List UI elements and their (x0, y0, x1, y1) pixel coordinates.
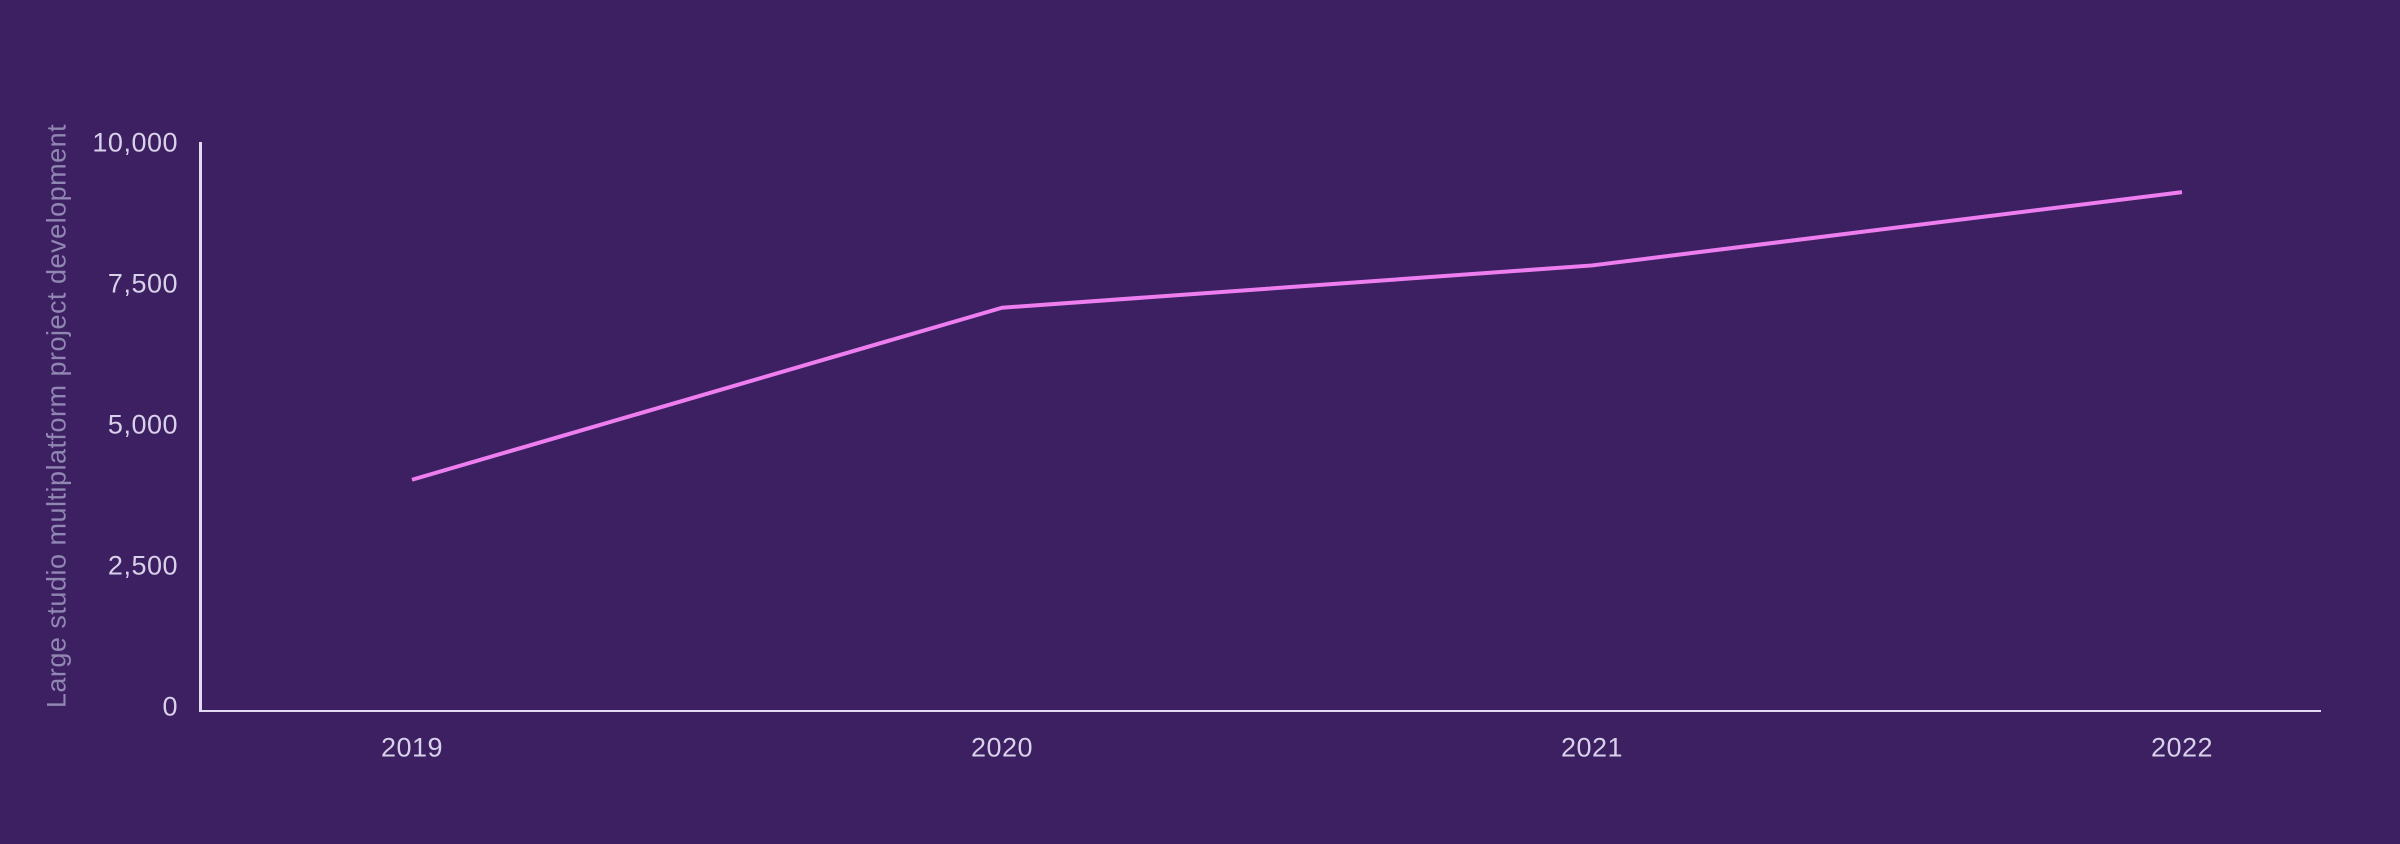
y-tick-label: 5,000 (107, 409, 178, 440)
y-axis-line (199, 142, 202, 712)
x-axis-line (199, 709, 2321, 712)
x-tick-label: 2021 (1560, 732, 1624, 763)
y-tick-label: 2,500 (107, 550, 178, 581)
y-tick-label: 7,500 (107, 268, 178, 299)
x-tick-label: 2020 (970, 732, 1034, 763)
x-tick-label: 2022 (2150, 732, 2214, 763)
y-tick-label: 10,000 (92, 127, 178, 158)
x-tick-label: 2019 (380, 732, 444, 763)
data-line (411, 190, 2183, 482)
y-tick-label: 0 (162, 691, 178, 722)
